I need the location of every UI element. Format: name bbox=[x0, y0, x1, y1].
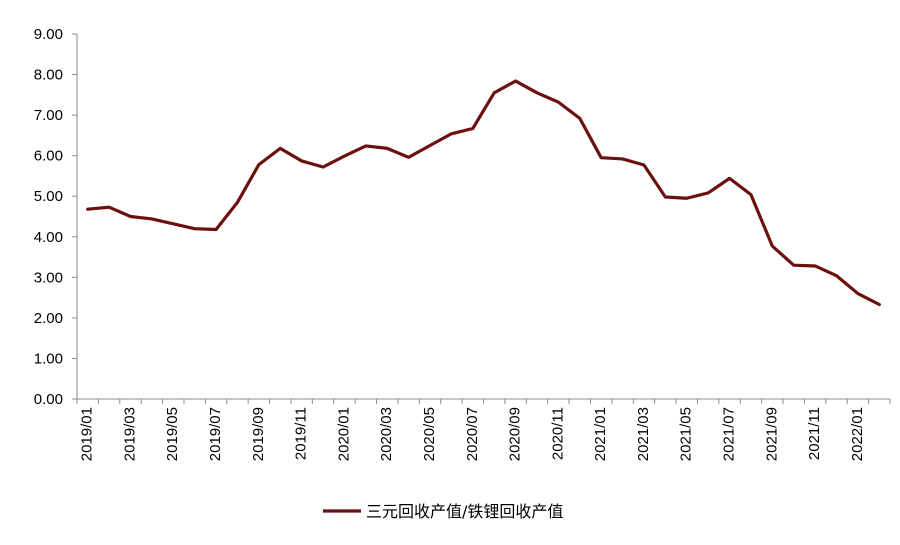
data-point bbox=[642, 163, 645, 166]
data-point bbox=[215, 228, 218, 231]
data-point bbox=[86, 208, 89, 211]
data-point bbox=[728, 177, 731, 180]
y-tick-label: 9.00 bbox=[34, 26, 63, 43]
y-tick-label: 7.00 bbox=[34, 107, 63, 124]
data-point bbox=[707, 191, 710, 194]
y-tick-label: 0.00 bbox=[34, 391, 63, 408]
data-point bbox=[386, 147, 389, 150]
x-tick-label: 2019/01 bbox=[79, 407, 96, 461]
data-point bbox=[343, 155, 346, 158]
x-tick-label: 2019/07 bbox=[207, 407, 224, 461]
data-point bbox=[322, 166, 325, 169]
data-point bbox=[364, 144, 367, 147]
data-point bbox=[471, 127, 474, 130]
x-tick-label: 2019/03 bbox=[121, 407, 138, 461]
data-point bbox=[600, 156, 603, 159]
data-point bbox=[878, 303, 881, 306]
x-tick-label: 2021/11 bbox=[806, 407, 823, 460]
x-tick-label: 2021/09 bbox=[763, 407, 780, 461]
data-point bbox=[856, 292, 859, 295]
data-point bbox=[172, 222, 175, 225]
data-point bbox=[685, 197, 688, 200]
data-point bbox=[407, 156, 410, 159]
x-axis: 2019/01 2019/03 2019/05 2019/07 2019/09 2019/… bbox=[76, 398, 891, 461]
y-tick-label: 1.00 bbox=[34, 350, 63, 367]
y-axis: 0.00 1.00 2.00 3.00 4.00 5.00 6.00 7.00 8.00 9.00 bbox=[34, 26, 78, 408]
data-point bbox=[150, 217, 153, 220]
x-tick-label: 2020/03 bbox=[378, 407, 395, 461]
data-point bbox=[279, 147, 282, 150]
y-tick-label: 8.00 bbox=[34, 67, 63, 84]
series-line bbox=[86, 79, 881, 307]
data-point bbox=[257, 163, 260, 166]
data-point bbox=[814, 264, 817, 267]
x-tick-label: 2019/11 bbox=[293, 407, 310, 460]
data-point bbox=[493, 91, 496, 94]
x-tick-label: 2021/01 bbox=[592, 407, 609, 461]
x-tick-label: 2020/11 bbox=[549, 407, 566, 460]
legend: 三元回收产值/铁锂回收产值 bbox=[323, 502, 563, 521]
data-point bbox=[108, 206, 111, 209]
data-point bbox=[835, 274, 838, 277]
legend-label: 三元回收产值/铁锂回收产值 bbox=[366, 502, 563, 521]
data-point bbox=[578, 117, 581, 120]
x-tick-label: 2022/01 bbox=[849, 407, 866, 461]
data-point bbox=[749, 193, 752, 196]
data-point bbox=[193, 227, 196, 230]
data-point bbox=[621, 157, 624, 160]
series-layer bbox=[86, 79, 881, 307]
data-point bbox=[557, 101, 560, 104]
x-tick-label: 2020/01 bbox=[335, 407, 352, 461]
x-tick-label: 2020/05 bbox=[421, 407, 438, 461]
y-tick-label: 3.00 bbox=[34, 269, 63, 286]
x-tick-label: 2021/07 bbox=[721, 407, 738, 461]
x-tick-label: 2020/09 bbox=[507, 407, 524, 461]
data-point bbox=[129, 215, 132, 218]
data-point bbox=[236, 201, 239, 204]
data-point bbox=[664, 196, 667, 199]
x-tick-label: 2021/05 bbox=[678, 407, 695, 461]
y-tick-label: 2.00 bbox=[34, 310, 63, 327]
y-tick-label: 6.00 bbox=[34, 148, 63, 165]
x-tick-label: 2021/03 bbox=[635, 407, 652, 461]
x-tick-label: 2020/07 bbox=[464, 407, 481, 461]
data-point bbox=[514, 80, 517, 83]
data-point bbox=[300, 159, 303, 162]
x-tick-label: 2019/05 bbox=[164, 407, 181, 461]
data-point bbox=[535, 91, 538, 94]
data-point bbox=[792, 264, 795, 267]
data-point bbox=[450, 132, 453, 135]
x-tick-label: 2019/09 bbox=[250, 407, 267, 461]
y-tick-label: 5.00 bbox=[34, 188, 63, 205]
data-point bbox=[771, 245, 774, 248]
data-point bbox=[429, 144, 432, 147]
y-tick-label: 4.00 bbox=[34, 229, 63, 246]
